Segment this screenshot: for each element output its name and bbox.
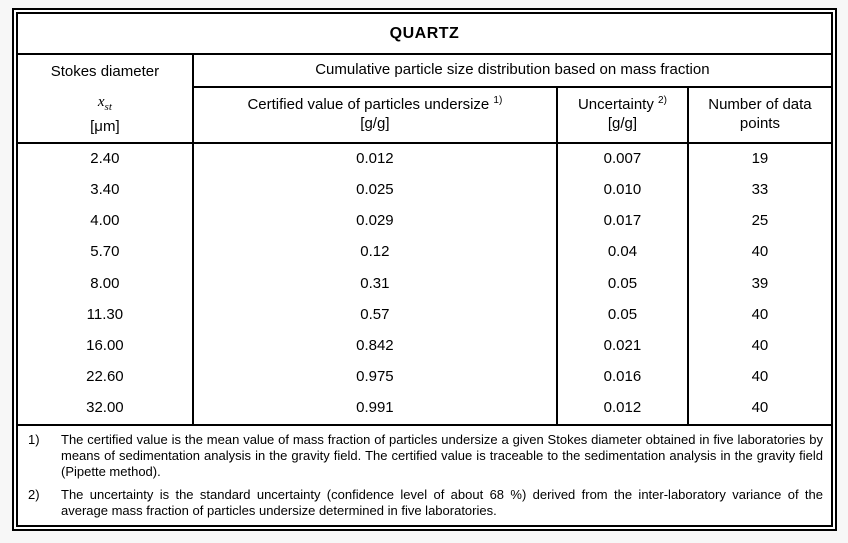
footnotes-section: 1) The certified value is the mean value… [18, 424, 831, 525]
cell-stokes-diameter: 5.70 [90, 243, 120, 261]
cell-uncertainty: 0.04 [556, 237, 688, 269]
certified-value-label: Certified value of particles undersize 1… [247, 95, 503, 114]
cell-stokes-diameter: 8.00 [90, 274, 120, 292]
uncertainty-label: Uncertainty 2) [577, 95, 667, 114]
cell-certified-value: 0.975 [191, 361, 557, 393]
cell-certified-value: 0.025 [191, 174, 557, 206]
cell-stokes-diameter: 22.60 [86, 367, 124, 385]
cell-uncertainty: 0.007 [556, 142, 688, 175]
cell-uncertainty: 0.012 [556, 392, 688, 426]
uncertainty-header-cell: Uncertainty 2) [g/g] [556, 87, 688, 144]
uncertainty-unit: [g/g] [607, 115, 638, 133]
cell-certified-value: 0.31 [191, 268, 557, 300]
table-row: 2.40 0.012 0.007 19 [18, 142, 831, 175]
cell-number-of-data-points: 40 [686, 299, 831, 331]
footnote-ref-1: 1) [493, 95, 503, 107]
cell-uncertainty: 0.05 [556, 268, 688, 300]
cell-uncertainty: 0.016 [556, 361, 688, 393]
cell-number-of-data-points: 40 [686, 392, 831, 426]
cell-number-of-data-points: 33 [686, 174, 831, 206]
cell-number-of-data-points: 19 [686, 142, 831, 175]
footnote-2: 2) The uncertainty is the standard uncer… [24, 487, 823, 519]
table-row: 4.00 0.029 0.017 25 [18, 205, 831, 238]
cell-number-of-data-points: 40 [686, 237, 831, 269]
cell-number-of-data-points: 25 [686, 205, 831, 238]
cell-certified-value: 0.842 [191, 330, 557, 362]
certified-value-unit: [g/g] [360, 115, 390, 133]
table-frame-inner: QUARTZ Stokes diameter xst [μm] Cumulati… [16, 12, 833, 527]
footnote-2-marker: 2) [28, 486, 40, 502]
symbol-x: x [97, 93, 105, 110]
table-row: 11.30 0.57 0.05 40 [18, 299, 831, 331]
cell-stokes-diameter: 3.40 [90, 181, 120, 199]
cell-stokes-diameter: 11.30 [86, 305, 124, 323]
cell-uncertainty: 0.017 [556, 205, 688, 238]
cell-stokes-diameter: 4.00 [90, 212, 120, 230]
table-frame: QUARTZ Stokes diameter xst [μm] Cumulati… [12, 8, 837, 531]
table-row: 8.00 0.31 0.05 39 [18, 268, 831, 300]
cell-uncertainty: 0.010 [556, 174, 688, 206]
cell-certified-value: 0.012 [191, 142, 557, 175]
symbol-subscript: st [104, 100, 112, 113]
cell-stokes-diameter: 2.40 [90, 149, 120, 167]
data-rows: 2.40 0.012 0.007 19 3.40 0.025 0.010 33 [18, 142, 831, 426]
stokes-diameter-header-cell: Stokes diameter xst [μm] [18, 54, 194, 144]
header-row-group: Stokes diameter xst [μm] Cumulative part… [18, 54, 831, 144]
cell-certified-value: 0.57 [191, 299, 557, 331]
footnote-1-marker: 1) [28, 432, 40, 448]
stokes-unit-label: [μm] [90, 117, 120, 135]
cell-certified-value: 0.12 [191, 237, 557, 269]
footnote-ref-2: 2) [658, 95, 667, 107]
cell-certified-value: 0.991 [191, 392, 557, 426]
table-row: 32.00 0.991 0.012 40 [18, 392, 831, 426]
table-row: 16.00 0.842 0.021 40 [18, 330, 831, 362]
stokes-diameter-label: Stokes diameter [50, 63, 160, 81]
data-points-label: Number of data points [708, 96, 812, 133]
cell-stokes-diameter: 16.00 [86, 336, 124, 354]
cell-number-of-data-points: 40 [686, 361, 831, 393]
table-row: 22.60 0.975 0.016 40 [18, 361, 831, 393]
footnote-row: 1) The certified value is the mean value… [18, 424, 831, 525]
cell-number-of-data-points: 40 [686, 330, 831, 362]
cell-uncertainty: 0.05 [556, 299, 688, 331]
header-row-sub: Certified value of particles undersize 1… [18, 87, 831, 144]
group-header: Cumulative particle size distribution ba… [192, 54, 831, 89]
certified-value-header-cell: Certified value of particles undersize 1… [192, 87, 557, 144]
table-row: 5.70 0.12 0.04 40 [18, 237, 831, 269]
table-row: 3.40 0.025 0.010 33 [18, 174, 831, 206]
cell-certified-value: 0.029 [191, 205, 557, 238]
title-row: QUARTZ [18, 14, 831, 56]
footnote-1: 1) The certified value is the mean value… [24, 432, 823, 480]
table-title: QUARTZ [18, 14, 831, 56]
cell-stokes-diameter: 32.00 [86, 399, 124, 417]
stokes-symbol: xst [18, 93, 192, 115]
footnote-2-text: The uncertainty is the standard uncertai… [61, 486, 823, 518]
quartz-data-table: QUARTZ Stokes diameter xst [μm] Cumulati… [18, 14, 831, 525]
data-points-header-cell: Number of data points [686, 87, 831, 144]
cell-uncertainty: 0.021 [556, 330, 688, 362]
footnote-1-text: The certified value is the mean value of… [61, 432, 823, 479]
cell-number-of-data-points: 39 [686, 268, 831, 300]
